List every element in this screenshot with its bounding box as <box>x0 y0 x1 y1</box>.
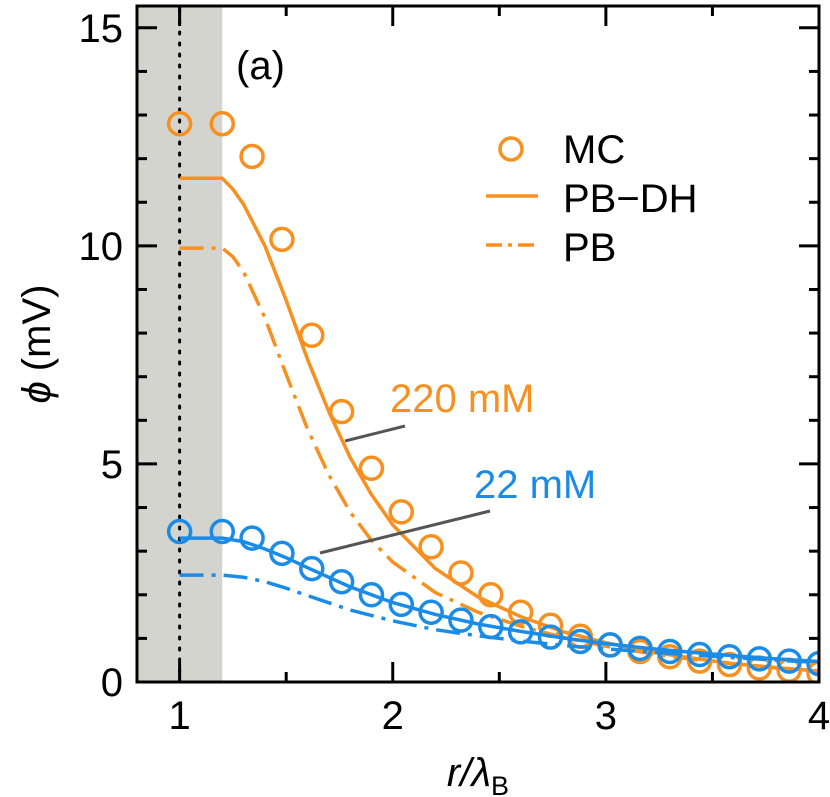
x-tick-label: 3 <box>595 694 617 738</box>
panel-label: (a) <box>236 44 285 88</box>
y-axis-title: ϕ (mV) <box>15 285 59 404</box>
mc-point-22-mm <box>567 628 594 655</box>
legend-marker-mc <box>498 136 524 162</box>
legend-label-pb-dh: PB−DH <box>563 177 698 221</box>
mc-point-22-mm <box>418 599 444 625</box>
mc-point-220-mm <box>239 143 265 170</box>
mc-point-22-mm <box>716 643 743 670</box>
mc-point-22-mm <box>627 635 653 662</box>
x-axis-title-main: r/λ <box>447 751 491 795</box>
mc-point-220-mm <box>328 398 355 425</box>
mc-point-22-mm <box>448 607 474 633</box>
x-axis-title-subscript: B <box>491 771 509 797</box>
y-tick-label: 10 <box>79 225 124 269</box>
mc-point-220-mm <box>716 651 743 678</box>
mc-point-22-mm <box>657 638 683 665</box>
pb-dh-curve-22-mm <box>179 536 819 664</box>
annotation-label-220-mm: 220 mM <box>390 377 535 421</box>
mc-point-220-mm <box>358 455 385 482</box>
mc-point-22-mm <box>388 591 415 618</box>
mc-point-22-mm <box>166 518 193 545</box>
data-layer <box>166 111 819 682</box>
pb-dh-curve-220-mm <box>179 176 819 673</box>
x-tick-label: 2 <box>382 694 404 738</box>
mc-point-22-mm <box>269 540 295 567</box>
mc-point-220-mm <box>507 599 534 625</box>
mc-point-220-mm <box>166 111 193 137</box>
mc-point-220-mm <box>299 322 325 349</box>
mc-point-22-mm <box>507 619 534 645</box>
y-tick-label: 5 <box>101 443 123 487</box>
annotation-label-22-mm: 22 mM <box>474 463 596 507</box>
mc-point-22-mm <box>478 613 504 640</box>
y-tick-label: 15 <box>79 7 124 51</box>
annotation-leader-220-mm <box>344 424 406 443</box>
axes-layer: 1 2 3 4 0 5 10 15 <box>79 4 830 738</box>
mc-point-220-mm <box>478 582 504 608</box>
x-tick-label: 4 <box>808 694 830 738</box>
mc-point-22-mm <box>776 648 802 674</box>
annotation-leader-22-mm <box>319 509 491 555</box>
annotation-layer: 220 mM 22 mM <box>319 377 596 555</box>
mc-point-22-mm <box>239 525 265 551</box>
legend-label-pb: PB <box>563 226 616 270</box>
mc-point-22-mm <box>746 646 773 672</box>
mc-point-220-mm <box>686 648 713 674</box>
pb-curve-22-mm <box>179 573 819 665</box>
mc-point-22-mm <box>806 650 819 677</box>
mc-point-220-mm <box>388 499 415 525</box>
mc-point-220-mm <box>806 660 819 682</box>
y-tick-label: 0 <box>101 661 123 705</box>
x-tick-label: 1 <box>169 694 191 738</box>
y-axis-title-symbol: ϕ <box>15 381 59 403</box>
mc-point-220-mm <box>448 560 474 586</box>
mc-point-22-mm <box>328 568 355 595</box>
mc-point-22-mm <box>537 624 564 650</box>
mc-point-220-mm <box>418 534 444 560</box>
mc-point-22-mm <box>358 582 385 608</box>
mc-point-22-mm <box>209 518 235 545</box>
plot-frame <box>135 4 821 684</box>
mc-point-22-mm <box>299 555 325 582</box>
mc-point-220-mm <box>269 226 295 253</box>
mc-point-22-mm <box>597 632 623 658</box>
legend-label-mc: MC <box>563 128 625 172</box>
x-axis-title: r/λB <box>447 751 509 797</box>
mc-point-220-mm <box>209 111 235 137</box>
y-axis-title-unit: (mV) <box>15 285 59 372</box>
mc-point-22-mm <box>686 641 713 668</box>
legend: MC PB−DH PB <box>486 128 698 270</box>
